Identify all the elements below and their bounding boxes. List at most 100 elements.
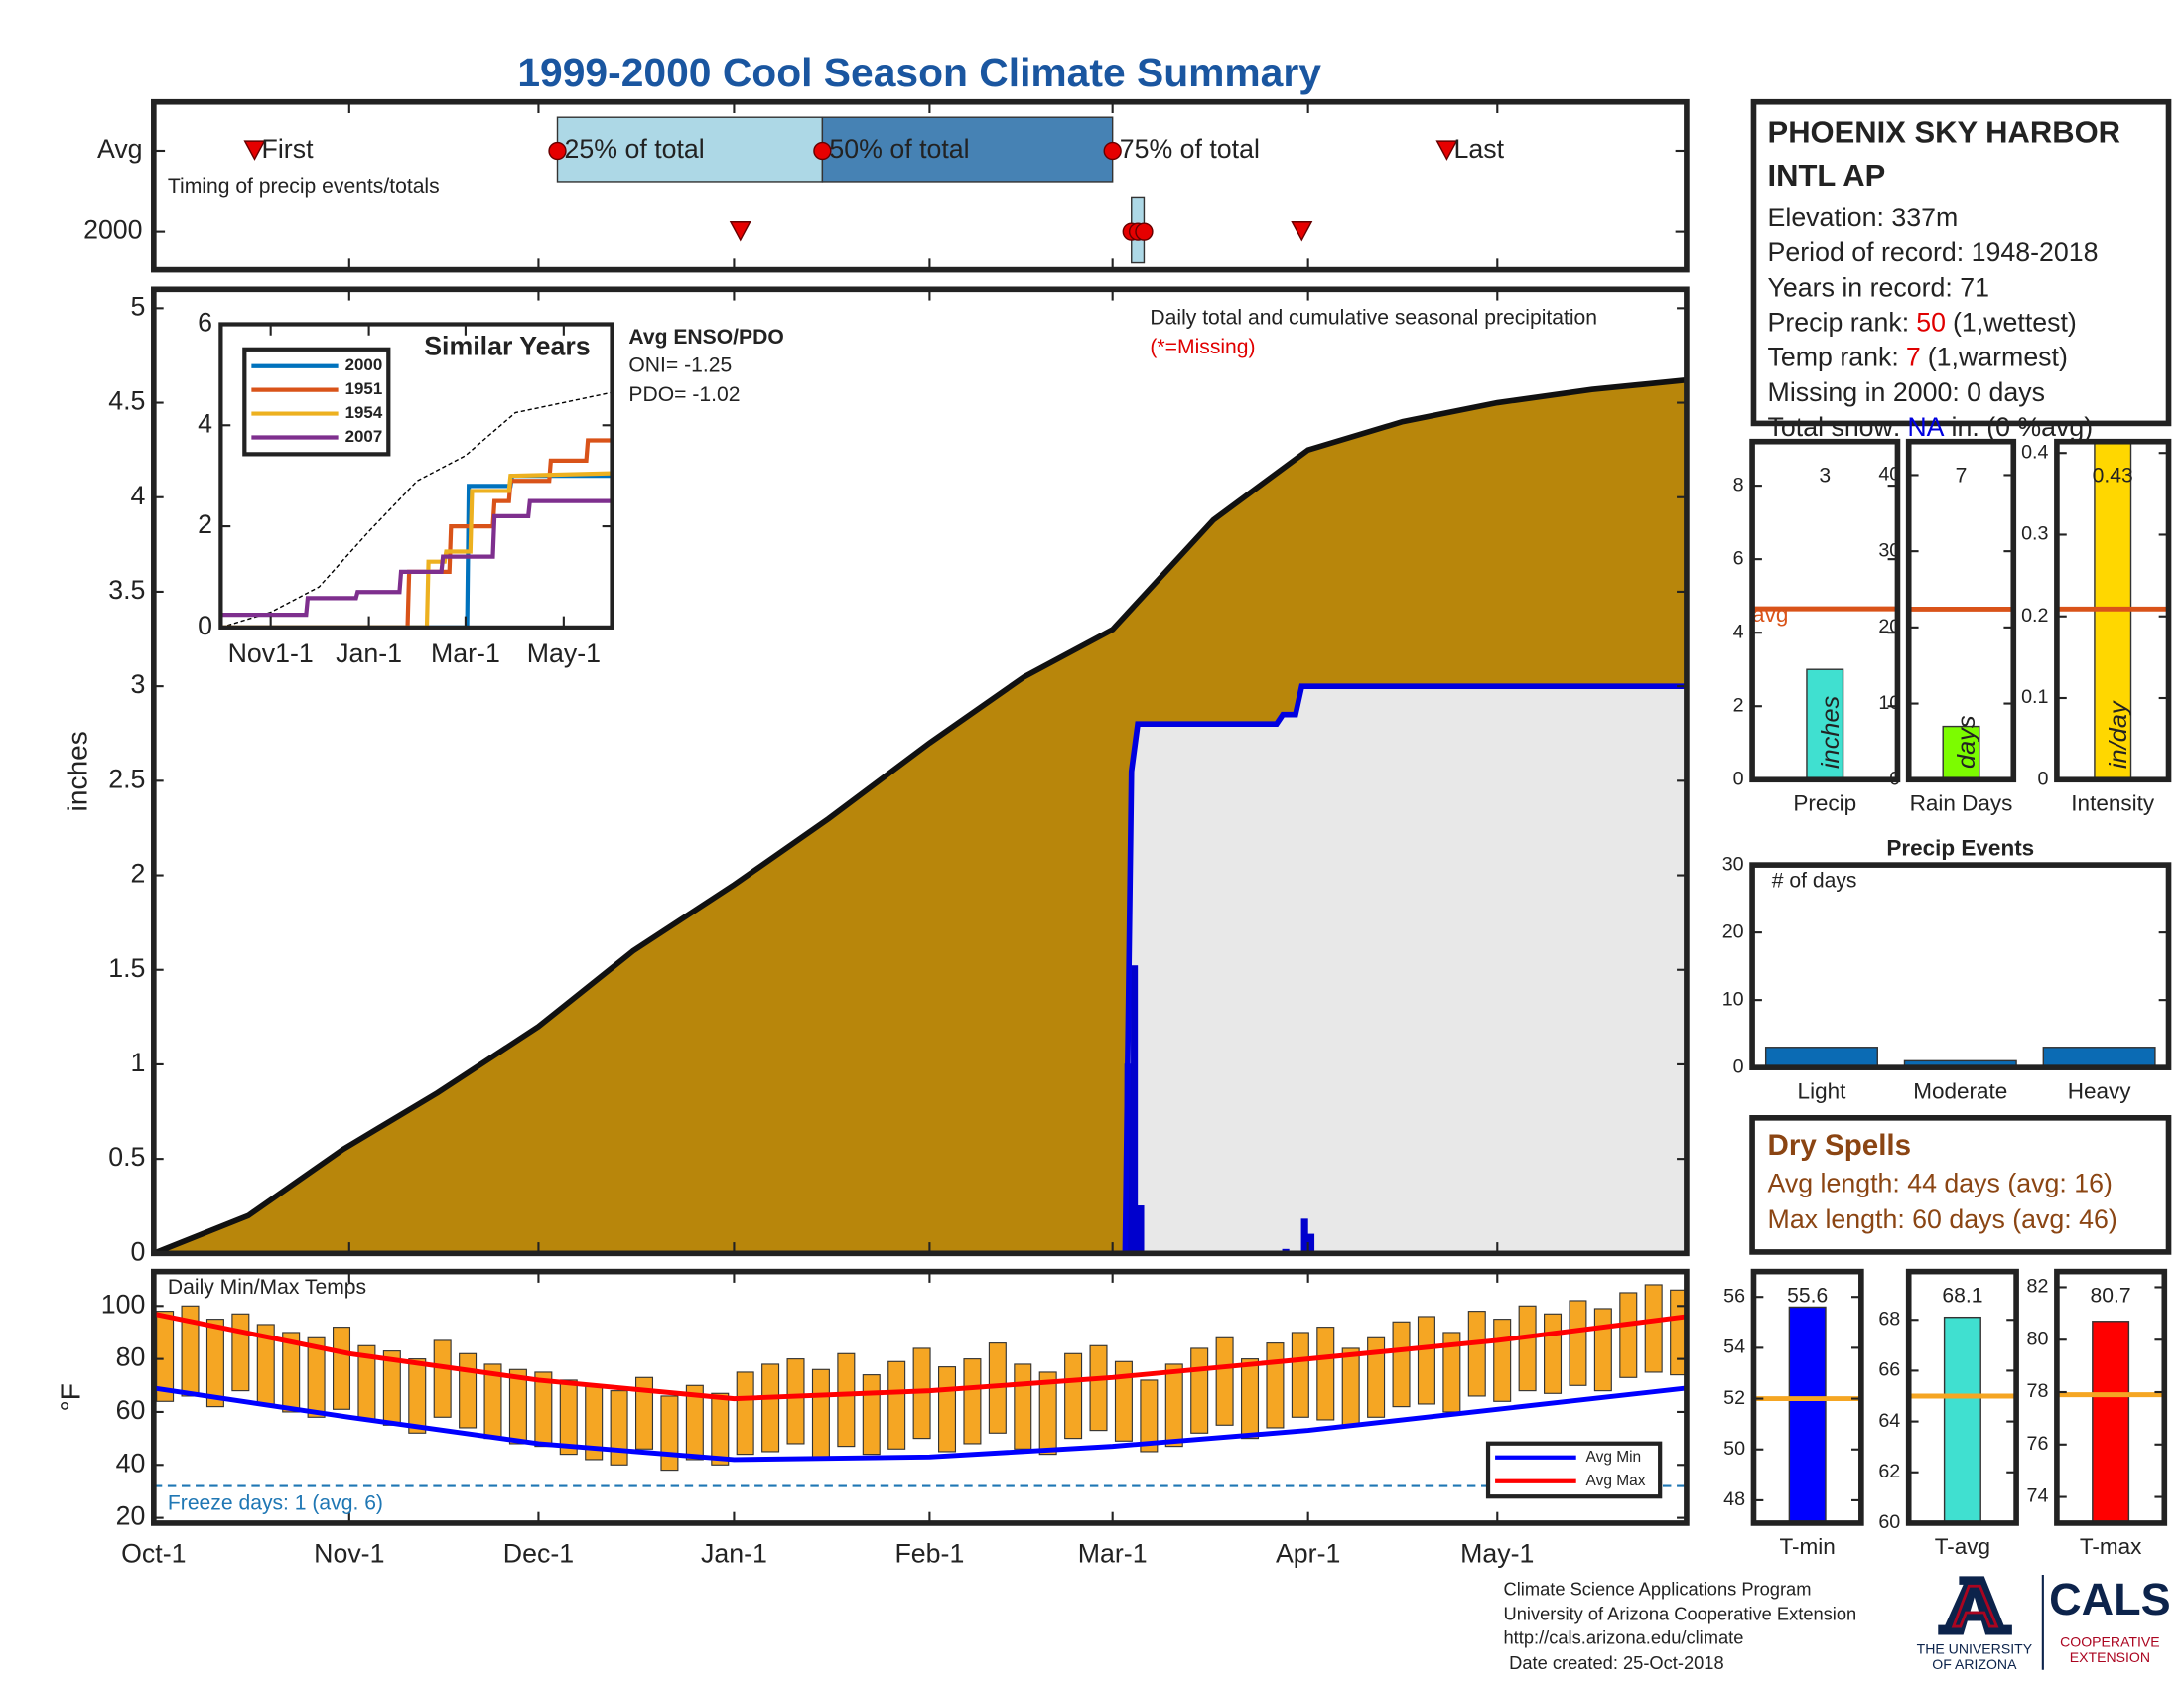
panel-frame [2054,438,2172,783]
daily-temp-bar [231,1313,250,1392]
temp-rank-note: (1,warmest) [1928,343,2068,372]
panel-frame [1750,1268,1864,1526]
daily-temp-bar [1644,1284,1663,1373]
panel-frame [2054,1268,2168,1526]
daily-precip-bar [1131,965,1139,1255]
y-tick-label: 66 [1878,1359,1900,1381]
avg-temp-line [153,1311,1687,1402]
marker-label: First [262,134,315,164]
x-tick-label: Nov-1 [314,1538,384,1568]
bar [1943,1316,1981,1523]
snow-note: in. (0 %avg) [1952,412,2094,442]
station-name: PHOENIX SKY HARBOR [1768,114,2120,149]
daily-temp-bar [736,1371,754,1456]
y-tick-label: 0.2 [2021,605,2048,627]
daily-temp-bar [433,1339,452,1418]
panel-background [1752,865,2169,1068]
daily-temp-bar [1114,1360,1133,1442]
daily-temp-bar [307,1336,326,1418]
bar [1764,1047,1878,1068]
temp-rank-value: 7 [1906,343,1921,372]
enso-title: Avg ENSO/PDO [628,326,783,349]
y-tick-label: 52 [1723,1387,1745,1409]
y-tick-label: 0.4 [2021,441,2048,463]
station-elevation: Elevation: 337m [1768,203,1959,232]
total-marker [1135,222,1154,241]
bar [1903,1059,2017,1068]
daily-temp-bar [1291,1332,1309,1418]
x-tick-label: Jan-1 [336,638,402,668]
y-tick-label: 6 [1733,547,1744,569]
panel-frame [151,286,1690,1257]
daily-temp-bar [786,1358,805,1445]
enso-line: PDO= -1.02 [628,383,740,406]
y-tick-label: 48 [1723,1488,1745,1510]
y-tick-label: 10 [1878,692,1900,714]
series-line [220,471,613,628]
daily-temp-bar [1089,1344,1108,1432]
total-marker [548,141,567,161]
daily-temp-bar [635,1376,654,1450]
daily-precip-bar [1300,1218,1308,1255]
data-label: 80.7 [2091,1285,2131,1308]
y-tick-label: 54 [1723,1336,1745,1358]
total-marker [813,141,832,161]
dry-spells-line: Avg length: 44 days (avg: 16) [1768,1168,2113,1197]
y-tick-label: 40 [116,1448,146,1477]
y-tick-label: 1 [131,1048,146,1077]
y-tick-label: 40 [1878,464,1900,486]
daily-temp-bar [1341,1347,1360,1426]
x-tick-label: Jan-1 [701,1538,767,1568]
y-tick-label: 100 [101,1289,146,1319]
total-snow: Total snow: NA in. (0 %avg) [1768,412,2094,442]
logo-university: OF ARIZONA [1932,1656,2017,1672]
missing-days: Missing in 2000: 0 days [1768,377,2045,407]
marker-label: 25% of total [565,134,705,164]
average-line [220,391,613,628]
data-label: 68.1 [1942,1285,1982,1308]
y-tick-label: 0 [1733,768,1744,789]
category-label: T-avg [1935,1534,1990,1559]
snow-value: NA [1907,412,1944,442]
event-marker [243,140,266,161]
category-label: Heavy [2068,1078,2132,1103]
y-tick-label: 5 [131,291,146,321]
daily-temp-bar [1544,1313,1563,1394]
panel-title: Precip Events [1886,836,2034,861]
daily-temp-bar [1190,1347,1209,1434]
panel-frame [1749,438,1901,783]
daily-temp-bar [559,1379,578,1456]
x-tick-label: Mar-1 [431,638,500,668]
y-tick-label: 6 [198,308,212,338]
legend-label: Avg Min [1586,1449,1642,1466]
bar [1806,668,1844,780]
y-tick-label: 60 [1878,1511,1900,1533]
dry-spells-box [1749,1115,2172,1255]
y-tick-label: 60 [116,1395,146,1425]
panel-frame [1905,1268,2019,1526]
daily-temp-bar [1619,1292,1638,1378]
legend-label: 2000 [345,355,383,374]
daily-temp-bar [181,1305,200,1397]
daily-temp-bar [1367,1336,1386,1418]
y-tick-label: 4 [198,408,212,438]
daily-temp-bar [282,1332,301,1413]
category-label: Precip [1793,791,1856,816]
y-tick-label: 2 [198,509,212,539]
y-tick-label: 68 [1878,1308,1900,1330]
x-tick-label: Mar-1 [1078,1538,1148,1568]
daily-temp-bar [1593,1308,1612,1392]
daily-precip-bar [1137,1205,1145,1255]
unit-label: days [1953,715,1980,769]
panel-frame [151,1268,1690,1526]
event-marker [1291,221,1313,242]
bar [1788,1306,1827,1523]
unit-label: inches [1817,695,1844,769]
precip-rank-value: 50 [1916,308,1946,338]
daily-temp-bar [862,1374,881,1456]
footer-line: University of Arizona Cooperative Extens… [1504,1604,1857,1624]
x-tick-label: Oct-1 [121,1538,186,1568]
y-tick-label: 3 [131,669,146,699]
marker-label: 75% of total [1120,134,1260,164]
